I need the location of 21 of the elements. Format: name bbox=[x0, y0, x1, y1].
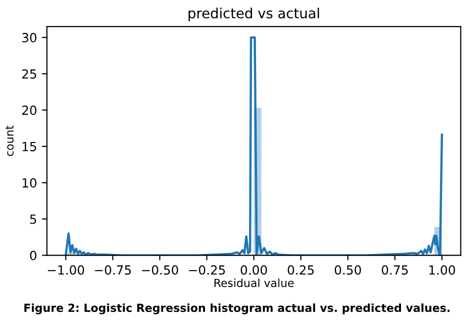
line-series bbox=[64, 36, 444, 256]
caption: Figure 2: Logistic Regression histogram actual vs. predicted values. bbox=[24, 303, 450, 314]
y-tick-label: 10 bbox=[22, 178, 36, 188]
x-tick-label: 0.25 bbox=[288, 265, 314, 275]
y-tick-label: 0 bbox=[30, 250, 36, 260]
x-tick-label: 1.00 bbox=[429, 265, 456, 275]
x-tick-label: −1.00 bbox=[48, 265, 84, 275]
x-tick-label: 0.50 bbox=[334, 265, 361, 275]
y-tick-label: 25 bbox=[22, 69, 36, 79]
x-tick-label: 0.75 bbox=[382, 265, 408, 275]
y-axis-title: count bbox=[6, 126, 14, 156]
y-tick-label: 20 bbox=[22, 106, 36, 116]
x-tick-label: 0.00 bbox=[240, 265, 267, 275]
y-tick-label: 15 bbox=[22, 142, 36, 152]
chart-title: predicted vs actual bbox=[188, 8, 319, 22]
y-tick-label: 30 bbox=[22, 32, 36, 42]
x-tick-label: −0.25 bbox=[188, 265, 225, 275]
x-tick-label: −0.75 bbox=[94, 265, 131, 275]
x-axis-title: Residual value bbox=[214, 278, 294, 288]
x-tick-label: −0.50 bbox=[142, 265, 178, 275]
y-tick-label: 5 bbox=[30, 214, 36, 224]
